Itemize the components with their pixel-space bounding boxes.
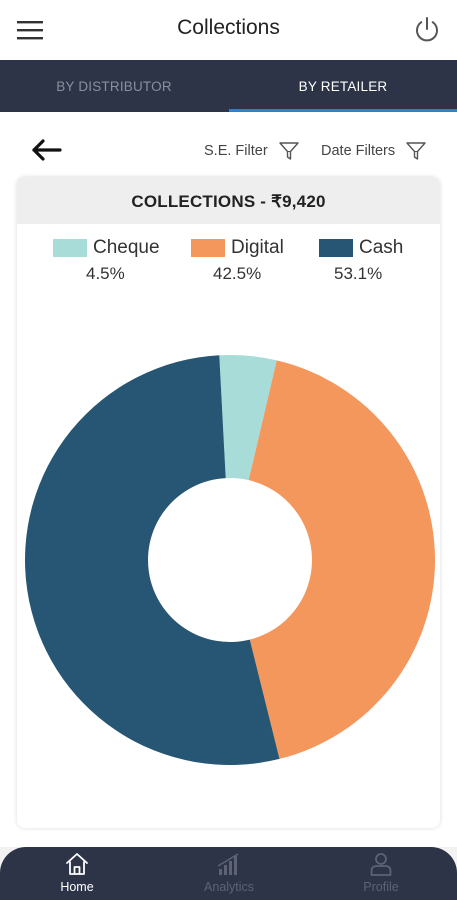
bar-chart-icon	[217, 853, 239, 875]
donut-slice-cheque[interactable]	[219, 355, 277, 481]
page-title: Collections	[177, 16, 280, 39]
nav-home[interactable]: Home	[22, 847, 132, 900]
se-filter-label: S.E. Filter	[204, 143, 268, 159]
hamburger-menu-icon[interactable]	[16, 16, 44, 44]
nav-analytics[interactable]: Analytics	[174, 847, 284, 900]
legend-percent-digital: 42.5%	[213, 264, 262, 283]
power-icon[interactable]	[413, 15, 441, 43]
tab-bar: BY DISTRIBUTOR BY RETAILER	[0, 60, 457, 112]
tab-by-distributor[interactable]: BY DISTRIBUTOR	[56, 79, 172, 94]
donut-slice-cash[interactable]	[25, 355, 280, 765]
nav-analytics-label: Analytics	[203, 880, 255, 894]
user-icon	[370, 853, 392, 876]
app-bar: Collections	[0, 0, 457, 60]
legend-swatch-cheque	[53, 239, 87, 257]
bottom-navigation: Home Analytics Profile	[0, 847, 457, 900]
collections-donut-chart	[25, 355, 435, 765]
legend-swatch-digital	[191, 239, 225, 257]
funnel-filter-icon	[278, 142, 299, 160]
card-title: COLLECTIONS - ₹9,420	[17, 177, 440, 224]
legend-item-digital: Digital 42.5%	[191, 237, 311, 287]
legend-item-cheque: Cheque 4.5%	[53, 237, 173, 287]
legend-label-cheque: Cheque	[93, 237, 160, 258]
nav-profile[interactable]: Profile	[326, 847, 436, 900]
legend-item-cash: Cash 53.1%	[319, 237, 439, 287]
date-filter-label: Date Filters	[321, 143, 396, 159]
legend-label-cash: Cash	[359, 237, 404, 258]
legend-swatch-cash	[319, 239, 353, 257]
legend-percent-cash: 53.1%	[334, 264, 383, 283]
funnel-filter-icon	[406, 142, 426, 160]
back-arrow-icon[interactable]	[30, 138, 64, 162]
active-tab-indicator	[229, 109, 457, 112]
donut-slice-digital[interactable]	[248, 360, 435, 759]
nav-profile-label: Profile	[363, 880, 399, 894]
tab-by-retailer[interactable]: BY RETAILER	[298, 79, 388, 94]
legend-label-digital: Digital	[231, 237, 284, 258]
home-icon	[66, 853, 88, 875]
date-filter-button[interactable]: Date Filters	[321, 139, 427, 163]
nav-home-label: Home	[60, 880, 94, 894]
collections-card: COLLECTIONS - ₹9,420 Cheque 4.5% Digital…	[17, 177, 440, 828]
se-filter-button[interactable]: S.E. Filter	[204, 139, 300, 163]
legend-percent-cheque: 4.5%	[86, 264, 125, 283]
